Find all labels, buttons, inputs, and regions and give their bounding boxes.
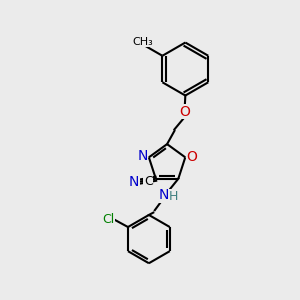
Text: H: H (169, 190, 178, 203)
Text: C: C (144, 175, 153, 188)
Text: N: N (137, 149, 148, 163)
Text: O: O (179, 105, 190, 119)
Text: O: O (186, 150, 197, 164)
Text: N: N (129, 175, 139, 189)
Text: N: N (158, 188, 169, 202)
Text: CH₃: CH₃ (133, 37, 153, 47)
Text: Cl: Cl (103, 213, 115, 226)
